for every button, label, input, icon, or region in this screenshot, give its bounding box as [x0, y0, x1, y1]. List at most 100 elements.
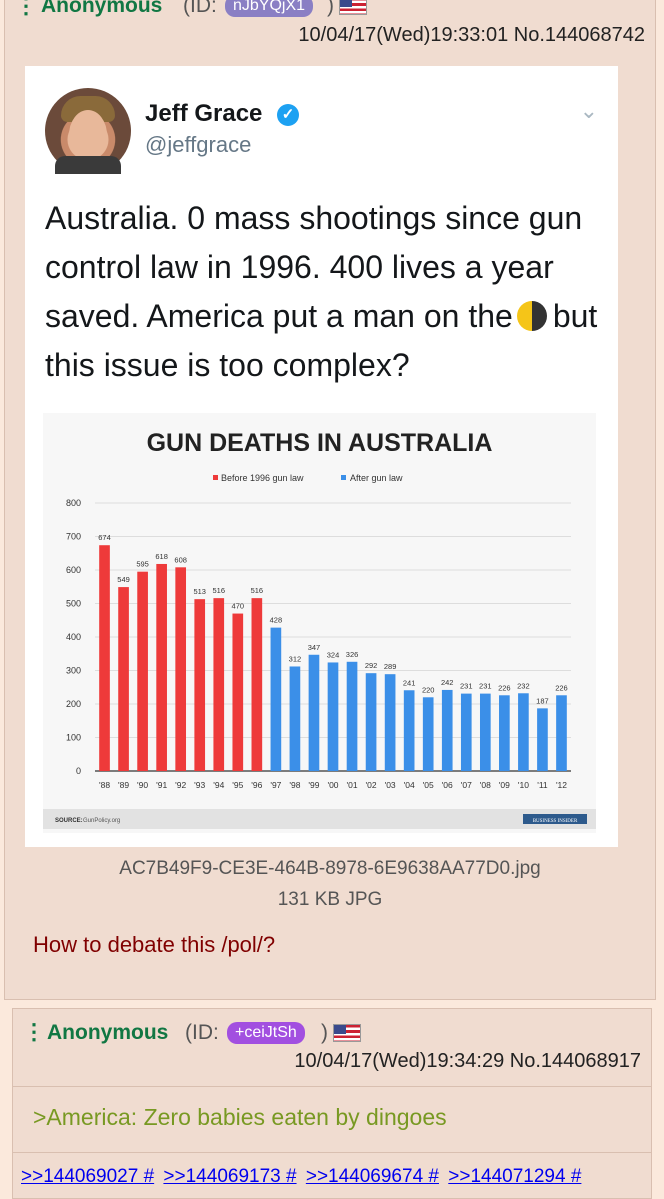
bar-03 — [384, 674, 396, 771]
bar-10 — [518, 693, 529, 771]
file-name[interactable]: AC7B49F9-CE3E-464B-8978-6E9638AA77D0.jpg — [119, 858, 541, 879]
x-tick-label: '00 — [327, 780, 338, 790]
bar-94 — [213, 598, 225, 771]
y-tick-label: 100 — [66, 733, 81, 743]
bar-93 — [194, 599, 206, 771]
bar-95 — [232, 613, 244, 771]
x-tick-label: '12 — [556, 780, 567, 790]
poster-id-badge[interactable]: +ceiJtSh — [227, 1022, 305, 1044]
attached-image[interactable]: Jeff Grace ✓ @jeffgrace ⌄ Australia. 0 m… — [25, 66, 618, 847]
x-tick-label: '98 — [289, 780, 300, 790]
data-label: 187 — [536, 696, 549, 705]
tweet-text-part-2: but this issue is too complex? — [45, 298, 598, 383]
y-tick-label: 500 — [66, 599, 81, 609]
bar-91 — [156, 563, 167, 771]
bar-90 — [137, 571, 148, 771]
legend-swatch-before — [213, 475, 218, 480]
post-datetime-number[interactable]: 10/04/17(Wed)19:34:29 No.144068917 — [294, 1050, 641, 1072]
reply-link[interactable]: >>144069173 # — [163, 1166, 297, 1187]
data-label: 312 — [289, 654, 302, 663]
post-comment: How to debate this /pol/? — [33, 932, 276, 957]
post-144068917: ⋮ Anonymous (ID: +ceiJtSh ) 10/04/17(Wed… — [12, 1008, 652, 1199]
post-datetime-number[interactable]: 10/04/17(Wed)19:33:01 No.144068742 — [298, 24, 645, 46]
data-label: 220 — [422, 685, 435, 694]
bar-98 — [289, 666, 301, 771]
gun-deaths-chart: GUN DEATHS IN AUSTRALIA Before 1996 gun l… — [43, 413, 596, 833]
data-label: 324 — [327, 650, 340, 659]
data-label: 516 — [251, 586, 264, 595]
x-tick-label: '99 — [308, 780, 319, 790]
x-tick-label: '97 — [270, 780, 281, 790]
x-tick-label: '07 — [461, 780, 472, 790]
poster-name: Anonymous — [47, 1021, 169, 1044]
data-label: 232 — [517, 681, 530, 690]
source-text: GunPolicy.org — [83, 818, 120, 824]
x-tick-label: '11 — [537, 780, 548, 790]
x-tick-label: '05 — [423, 780, 434, 790]
bar-02 — [365, 673, 377, 771]
moon-emoji-icon — [516, 301, 547, 331]
data-label: 516 — [213, 586, 226, 595]
bar-08 — [479, 693, 491, 771]
id-label: (ID: — [185, 1021, 219, 1044]
data-label: 226 — [498, 683, 511, 692]
divider — [13, 1086, 651, 1087]
id-close: ) — [321, 1021, 328, 1044]
reply-link[interactable]: >>144069674 # — [305, 1166, 439, 1187]
y-tick-label: 600 — [66, 565, 81, 575]
chart-footer — [43, 809, 596, 829]
x-tick-label: '09 — [499, 780, 510, 790]
data-label: 289 — [384, 662, 397, 671]
x-tick-label: '89 — [118, 780, 129, 790]
tweet-text: Australia. 0 mass shootings since gun co… — [45, 194, 605, 390]
id-close: ) — [327, 0, 334, 17]
y-tick-label: 700 — [66, 532, 81, 542]
x-tick-label: '08 — [480, 780, 491, 790]
reply-links: >>144069027 # >>144069173 # >>144069674 … — [21, 1166, 585, 1188]
tweet-screenshot: Jeff Grace ✓ @jeffgrace ⌄ Australia. 0 m… — [25, 66, 618, 847]
bar-01 — [346, 661, 358, 771]
x-tick-label: '94 — [213, 780, 224, 790]
data-label: 326 — [346, 650, 359, 659]
data-label: 595 — [136, 560, 149, 569]
source-label: SOURCE: — [55, 818, 83, 824]
brand-logo: BUSINESS INSIDER — [533, 819, 578, 824]
data-label: 549 — [117, 575, 130, 584]
data-label: 513 — [193, 587, 206, 596]
data-label: 241 — [403, 678, 416, 687]
x-tick-label: '93 — [194, 780, 205, 790]
x-tick-label: '90 — [137, 780, 148, 790]
bar-07 — [460, 693, 472, 771]
reply-link[interactable]: >>144071294 # — [448, 1166, 582, 1187]
x-tick-label: '03 — [385, 780, 396, 790]
legend-swatch-after — [341, 475, 346, 480]
chart-svg: GUN DEATHS IN AUSTRALIA Before 1996 gun l… — [43, 429, 596, 829]
legend-label-after: After gun law — [350, 473, 403, 483]
greentext-quote: >America: Zero babies eaten by dingoes — [33, 1104, 447, 1130]
data-label: 231 — [479, 682, 492, 691]
reply-link[interactable]: >>144069027 # — [21, 1166, 155, 1187]
us-flag-icon — [339, 0, 367, 15]
poster-id-badge[interactable]: nJbYQjX1 — [225, 0, 314, 17]
tweet-author-handle: @jeffgrace — [145, 132, 252, 157]
data-label: 618 — [155, 552, 168, 561]
data-label: 226 — [555, 683, 568, 692]
x-tick-label: '01 — [347, 780, 358, 790]
bar-06 — [441, 689, 453, 771]
bar-12 — [556, 695, 567, 771]
x-tick-label: '88 — [99, 780, 110, 790]
bar-09 — [499, 695, 510, 771]
y-tick-label: 200 — [66, 699, 81, 709]
post-menu-button[interactable]: ⋮ — [23, 1019, 45, 1044]
x-tick-label: '92 — [175, 780, 186, 790]
x-tick-label: '02 — [366, 780, 377, 790]
bar-99 — [308, 654, 320, 771]
post-menu-button[interactable]: ⋮ — [15, 0, 37, 18]
data-label: 231 — [460, 682, 473, 691]
y-tick-label: 400 — [66, 632, 81, 642]
post-144068742: ⋮ Anonymous (ID: nJbYQjX1 ) 10/04/17(Wed… — [4, 0, 656, 1000]
bar-88 — [99, 545, 110, 771]
id-label: (ID: — [183, 0, 217, 17]
divider — [13, 1152, 651, 1153]
data-label: 428 — [270, 616, 283, 625]
